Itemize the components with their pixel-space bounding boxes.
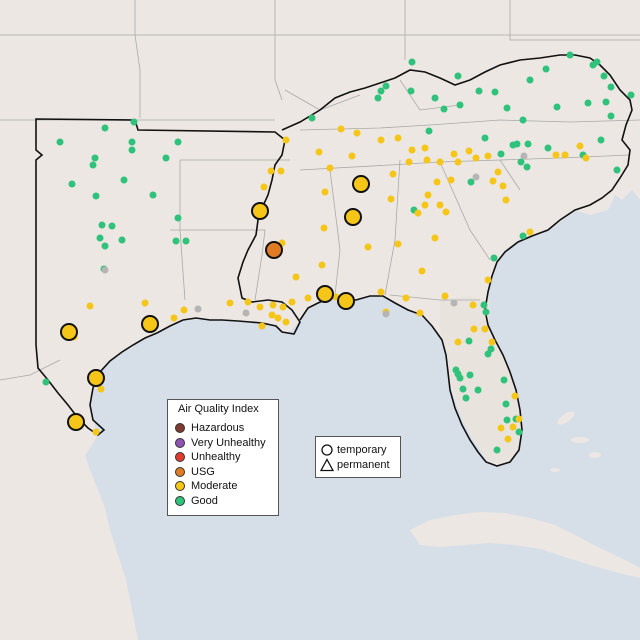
legend-label: Hazardous [191, 422, 245, 434]
monitor-type-legend: temporary permanent [315, 436, 401, 478]
legend-item-hazardous: Hazardous [175, 421, 244, 435]
hazardous-swatch-icon [175, 423, 185, 433]
moderate-swatch-icon [175, 481, 185, 491]
cuba-island [410, 512, 640, 578]
legend-item-temporary: temporary [320, 442, 387, 458]
triangle-icon [320, 458, 334, 472]
legend-label: permanent [337, 459, 390, 471]
very-unhealthy-swatch-icon [175, 437, 185, 448]
legend-label: USG [191, 465, 215, 478]
legend-label: temporary [337, 444, 387, 456]
florida-land [440, 296, 522, 464]
legend-item-moderate: Moderate [175, 479, 237, 493]
legend-item-permanent: permanent [320, 457, 390, 473]
good-monitors [42, 51, 635, 454]
legend-item-good: Good [175, 494, 218, 508]
region-boundary-east [281, 54, 633, 467]
usg-swatch-icon [175, 466, 185, 477]
legend-label: Unhealthy [191, 451, 241, 463]
legend-label: Good [191, 494, 218, 507]
legend-item-usg: USG [175, 465, 215, 479]
good-swatch-icon [175, 495, 185, 506]
legend-title: Air Quality Index [178, 403, 259, 415]
bahamas-islands [550, 411, 601, 472]
circle-icon [321, 444, 333, 456]
moderate-small-monitors [70, 125, 590, 443]
legend-item-unhealthy: Unhealthy [175, 450, 241, 464]
unhealthy-swatch-icon [175, 452, 185, 462]
legend-label: Moderate [191, 480, 238, 492]
unavailable-monitors [101, 152, 528, 318]
legend-label: Very Unhealthy [191, 436, 266, 449]
moderate-temporary-monitors [60, 175, 370, 431]
usg-temporary-monitor [265, 241, 283, 259]
aqi-legend: Air Quality Index Hazardous Very Unhealt… [167, 399, 279, 516]
legend-item-very-unhealthy: Very Unhealthy [175, 436, 266, 450]
